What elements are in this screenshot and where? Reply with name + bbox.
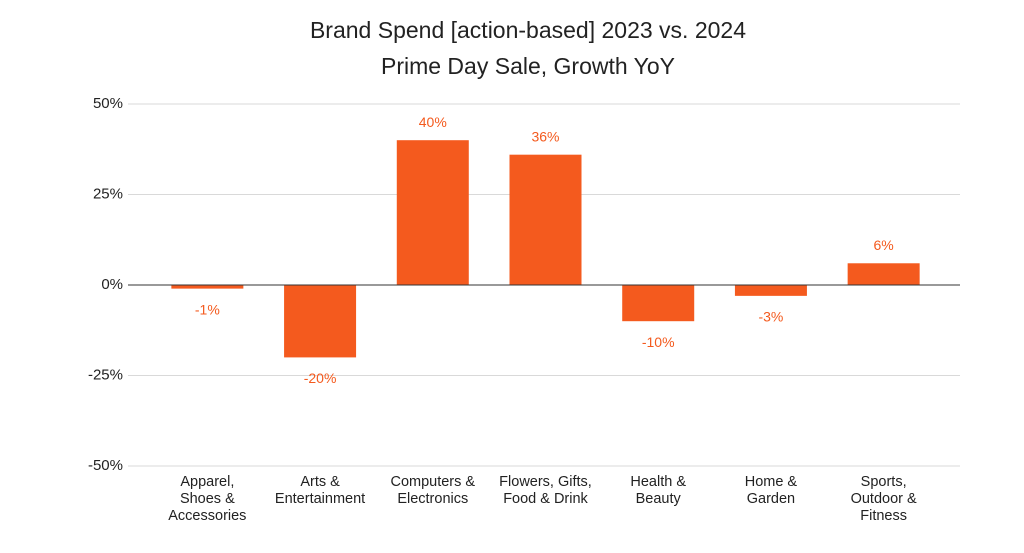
x-tick-label: Fitness xyxy=(860,508,907,524)
value-label: 40% xyxy=(419,114,447,130)
bar xyxy=(734,285,807,296)
chart-title: Brand Spend [action-based] 2023 vs. 2024 xyxy=(310,17,746,43)
x-tick-label: Computers & xyxy=(390,474,475,490)
y-tick-label: -25% xyxy=(88,366,123,383)
x-tick-label: Food & Drink xyxy=(503,491,588,507)
bar xyxy=(509,154,582,285)
x-tick-label: Shoes & xyxy=(180,491,235,507)
x-tick-label: Outdoor & xyxy=(851,491,917,507)
bar xyxy=(396,140,469,285)
bar xyxy=(847,263,920,285)
y-tick-label: 0% xyxy=(101,276,123,293)
x-tick-label: Apparel, xyxy=(180,474,234,490)
value-label: -20% xyxy=(304,370,337,386)
y-tick-label: 50% xyxy=(93,95,123,112)
x-tick-label: Health & xyxy=(630,474,686,490)
x-tick-label: Flowers, Gifts, xyxy=(499,474,592,490)
x-tick-label: Arts & xyxy=(300,474,340,490)
value-label: -3% xyxy=(758,309,783,325)
x-tick-label: Electronics xyxy=(397,491,468,507)
y-tick-label: 25% xyxy=(93,185,123,202)
y-tick-label: -50% xyxy=(88,457,123,474)
x-tick-label: Accessories xyxy=(168,508,246,524)
value-label: 6% xyxy=(874,237,894,253)
value-label: 36% xyxy=(531,128,559,144)
x-tick-label: Home & xyxy=(745,474,798,490)
bar xyxy=(622,285,695,322)
bar xyxy=(171,285,244,289)
chart-subtitle: Prime Day Sale, Growth YoY xyxy=(381,53,675,79)
x-tick-label: Garden xyxy=(747,491,795,507)
bar xyxy=(284,285,357,358)
x-tick-label: Entertainment xyxy=(275,491,365,507)
value-label: -10% xyxy=(642,334,675,350)
value-label: -1% xyxy=(195,301,220,317)
x-tick-label: Sports, xyxy=(861,474,907,490)
x-tick-label: Beauty xyxy=(636,491,682,507)
